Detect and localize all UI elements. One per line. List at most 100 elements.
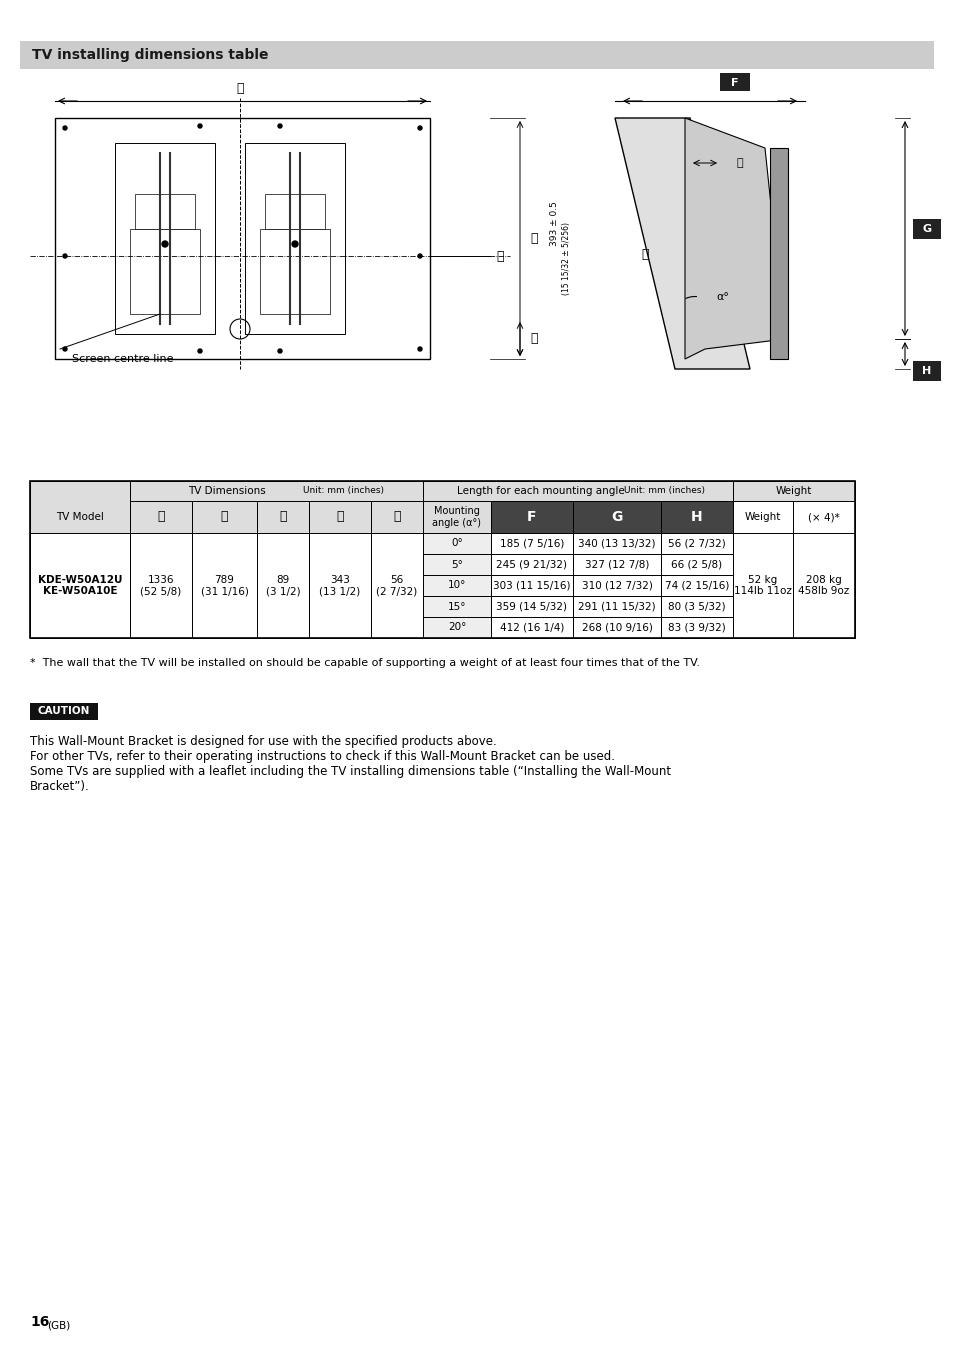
Text: TV installing dimensions table: TV installing dimensions table	[32, 49, 268, 62]
Bar	[130, 481, 422, 501]
Text: ⓓ: ⓓ	[530, 232, 537, 245]
Text: 268 (10 9/16): 268 (10 9/16)	[581, 623, 652, 632]
Bar	[732, 501, 792, 534]
Circle shape	[63, 126, 67, 130]
Bar	[491, 501, 573, 534]
Text: 412 (16 1/4): 412 (16 1/4)	[499, 623, 563, 632]
Bar	[573, 596, 660, 617]
Text: KDE-W50A12U
KE-W50A10E: KDE-W50A12U KE-W50A10E	[38, 574, 122, 596]
Text: 52 kg
114lb 11oz: 52 kg 114lb 11oz	[733, 574, 791, 596]
Text: Bracket”).: Bracket”).	[30, 780, 90, 793]
Text: 185 (7 5/16): 185 (7 5/16)	[499, 539, 563, 549]
Circle shape	[63, 347, 67, 351]
Text: 340 (13 13/32): 340 (13 13/32)	[578, 539, 655, 549]
Circle shape	[277, 349, 282, 353]
Text: 66 (2 5/8): 66 (2 5/8)	[671, 559, 721, 570]
Text: Ⓒ: Ⓒ	[736, 158, 742, 168]
Bar	[265, 195, 325, 230]
Text: 56 (2 7/32): 56 (2 7/32)	[667, 539, 725, 549]
Text: 359 (14 5/32): 359 (14 5/32)	[496, 601, 567, 612]
Bar	[422, 481, 732, 501]
Text: H: H	[691, 509, 702, 524]
Bar	[115, 143, 214, 334]
Bar	[720, 73, 749, 91]
Circle shape	[292, 240, 297, 247]
Polygon shape	[684, 118, 784, 359]
Bar	[491, 596, 573, 617]
Bar	[422, 554, 491, 576]
Bar	[573, 501, 660, 534]
Text: For other TVs, refer to their operating instructions to check if this Wall-Mount: For other TVs, refer to their operating …	[30, 750, 615, 763]
Bar	[422, 617, 491, 638]
Text: G: G	[922, 223, 930, 234]
Bar	[245, 143, 345, 334]
Bar	[260, 230, 330, 313]
Text: G: G	[611, 509, 622, 524]
Circle shape	[417, 126, 421, 130]
Text: Ⓔ: Ⓔ	[393, 511, 400, 523]
Bar	[309, 534, 371, 638]
Text: Ⓓ: Ⓓ	[335, 511, 343, 523]
Text: 83 (3 9/32): 83 (3 9/32)	[667, 623, 725, 632]
Bar	[192, 534, 256, 638]
Bar	[660, 501, 732, 534]
Circle shape	[417, 254, 421, 258]
Text: Ⓑ: Ⓑ	[220, 511, 228, 523]
Bar	[20, 41, 933, 69]
Bar	[491, 617, 573, 638]
Bar	[422, 501, 491, 534]
Text: 20°: 20°	[447, 623, 466, 632]
Circle shape	[417, 347, 421, 351]
Bar	[792, 534, 854, 638]
Bar	[660, 576, 732, 596]
Text: 10°: 10°	[447, 581, 466, 590]
Bar	[30, 703, 98, 720]
Text: Mounting
angle (α°): Mounting angle (α°)	[432, 507, 481, 528]
Text: F: F	[527, 509, 537, 524]
Bar	[135, 195, 194, 230]
Text: Some TVs are supplied with a leaflet including the TV installing dimensions tabl: Some TVs are supplied with a leaflet inc…	[30, 765, 670, 778]
Text: CAUTION: CAUTION	[38, 707, 91, 716]
Bar	[660, 554, 732, 576]
Bar	[371, 501, 422, 534]
Bar	[256, 534, 309, 638]
Text: 80 (3 5/32): 80 (3 5/32)	[667, 601, 725, 612]
Bar	[660, 534, 732, 554]
Text: 343
(13 1/2): 343 (13 1/2)	[319, 574, 360, 596]
Text: Weight: Weight	[744, 512, 781, 521]
Text: ⓔ: ⓔ	[530, 332, 537, 346]
Text: Ⓑ: Ⓑ	[640, 247, 648, 261]
Text: This Wall-Mount Bracket is designed for use with the specified products above.: This Wall-Mount Bracket is designed for …	[30, 735, 497, 748]
Bar	[732, 534, 792, 638]
Bar	[309, 501, 371, 534]
Text: 1336
(52 5/8): 1336 (52 5/8)	[140, 574, 181, 596]
Bar	[491, 576, 573, 596]
Bar	[55, 118, 430, 359]
Bar	[573, 617, 660, 638]
Circle shape	[162, 240, 168, 247]
Bar	[660, 596, 732, 617]
Bar	[130, 230, 200, 313]
Bar	[491, 554, 573, 576]
Text: Ⓐ: Ⓐ	[236, 81, 244, 95]
Bar	[256, 501, 309, 534]
Text: 789
(31 1/16): 789 (31 1/16)	[200, 574, 248, 596]
Bar	[422, 576, 491, 596]
Text: 303 (11 15/16): 303 (11 15/16)	[493, 581, 570, 590]
Text: TV Model: TV Model	[56, 512, 104, 521]
Text: Screen centre line: Screen centre line	[71, 354, 173, 363]
Circle shape	[198, 349, 202, 353]
Text: Unit: mm (inches): Unit: mm (inches)	[303, 486, 384, 496]
Bar	[130, 534, 192, 638]
Text: 15°: 15°	[447, 601, 466, 612]
Bar	[573, 554, 660, 576]
Text: 89
(3 1/2): 89 (3 1/2)	[265, 574, 300, 596]
Bar	[422, 534, 491, 554]
Bar	[573, 534, 660, 554]
Text: *  The wall that the TV will be installed on should be capable of supporting a w: * The wall that the TV will be installed…	[30, 658, 700, 667]
Text: Ⓐ: Ⓐ	[157, 511, 165, 523]
Bar	[792, 501, 854, 534]
Text: (× 4)*: (× 4)*	[807, 512, 839, 521]
Text: Ⓑ: Ⓑ	[496, 250, 503, 262]
Circle shape	[277, 124, 282, 128]
